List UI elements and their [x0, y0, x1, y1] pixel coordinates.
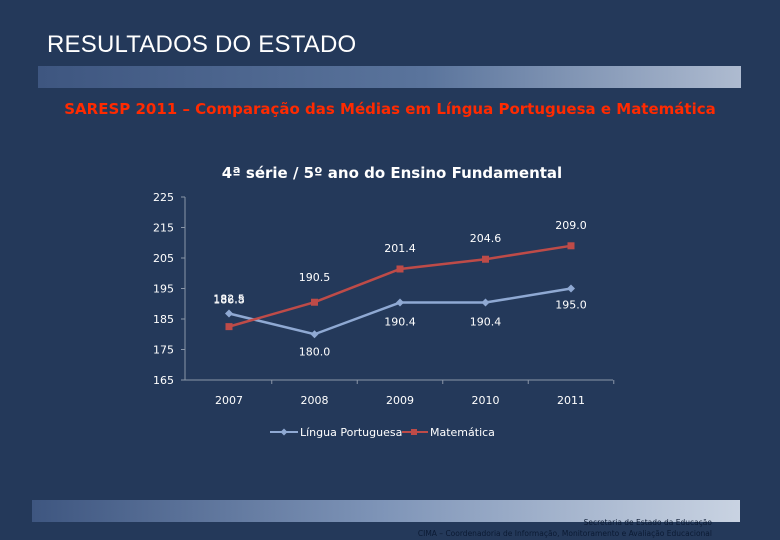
y-tick-label: 175 — [153, 344, 174, 357]
data-point-matematica — [482, 255, 489, 263]
data-label-portuguesa: 195.0 — [555, 299, 587, 312]
y-tick-label: 185 — [153, 313, 174, 326]
series-line-matematica — [228, 244, 572, 328]
slide-title: RESULTADOS DO ESTADO — [47, 31, 357, 58]
footer: Secretaria de Estado da Educação CIMA – … — [418, 517, 712, 539]
legend-label-matematica: Matemática — [430, 426, 495, 439]
data-label-portuguesa: 180.0 — [299, 345, 331, 358]
y-tick-label: 165 — [153, 374, 174, 387]
title-bar — [38, 66, 741, 88]
data-point-portuguesa — [481, 298, 490, 307]
legend-label-portuguesa: Língua Portuguesa — [300, 426, 402, 439]
y-tick-label: 215 — [153, 222, 174, 235]
data-label-matematica: 182.5 — [213, 293, 245, 306]
x-tick-label: 2009 — [386, 394, 414, 407]
data-label-matematica: 201.4 — [384, 242, 416, 255]
data-label-matematica: 209.0 — [555, 219, 587, 232]
data-point-matematica — [567, 242, 575, 250]
legend-marker-matematica — [411, 429, 417, 435]
y-tick-label: 225 — [153, 191, 174, 204]
data-point-portuguesa — [567, 284, 575, 293]
data-label-portuguesa: 190.4 — [470, 316, 502, 329]
data-label-portuguesa: 186.8 — [213, 294, 245, 307]
x-tick-label: 2010 — [472, 394, 500, 407]
y-tick-label: 205 — [153, 252, 174, 265]
data-label-portuguesa: 190.4 — [384, 316, 416, 329]
x-tick-label: 2007 — [215, 394, 243, 407]
footer-line-2: CIMA – Coordenadoria de Informação, Moni… — [417, 529, 712, 538]
data-point-portuguesa — [310, 330, 319, 339]
data-point-matematica — [396, 265, 404, 273]
data-label-matematica: 204.6 — [470, 232, 502, 245]
data-label-matematica: 190.5 — [299, 271, 331, 284]
x-tick-label: 2008 — [301, 394, 329, 407]
y-tick-label: 195 — [153, 283, 174, 296]
legend-marker-portuguesa — [280, 428, 288, 436]
data-point-portuguesa — [396, 298, 404, 307]
data-point-portuguesa — [225, 309, 233, 318]
chart-subtitle: SARESP 2011 – Comparação das Médias em L… — [64, 100, 716, 118]
footer-line-1: Secretaria de Estado da Educação — [583, 518, 712, 527]
chart-title: 4ª série / 5º ano do Ensino Fundamental — [222, 164, 562, 182]
data-point-matematica — [225, 323, 233, 331]
x-tick-label: 2011 — [557, 394, 585, 407]
data-point-matematica — [311, 298, 318, 306]
footer-bar — [32, 500, 740, 522]
